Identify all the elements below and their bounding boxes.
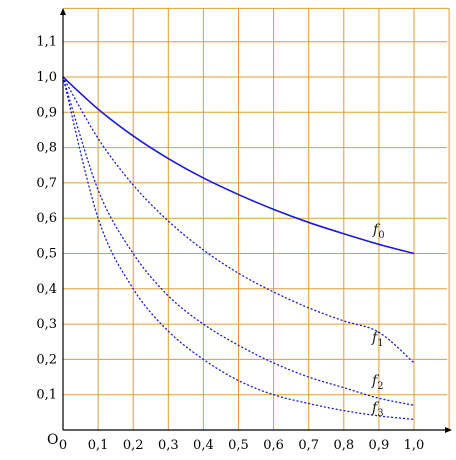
x-tick-label: 0,1 [88,438,109,453]
y-tick-label: 0,9 [36,105,57,120]
curves [62,76,415,421]
x-tick-label: 0,4 [193,438,214,453]
tick-labels: 0 0,1 0,2 0,3 0,4 0,5 0,6 0,7 0,8 0,9 1,0 0,1 0,2 0,3… [36,35,424,453]
curve-f3 [62,76,415,421]
curve-label-f3: f3 [371,400,384,419]
origin-label: O [47,432,58,448]
curve-f0 [62,76,415,255]
y-tick-label: 0,5 [36,247,57,262]
curve-f1 [62,76,415,364]
x-tick-label: 0,5 [228,438,249,453]
y-tick-label: 0,4 [36,282,57,297]
x-axis-arrow [445,427,452,433]
x-tick-label: 0,2 [123,438,144,453]
x-tick-label: 0 [59,438,67,453]
grid [63,7,450,430]
curve-label-f2: f2 [371,373,384,392]
x-tick-label: 0,7 [298,438,319,453]
axes [60,8,452,433]
y-tick-label: 0,3 [36,317,57,332]
y-axis-arrow [60,8,66,15]
x-tick-label: 0,6 [263,438,284,453]
y-tick-label: 0,1 [36,388,57,403]
x-tick-label: 1,0 [404,438,425,453]
y-tick-label: 0,6 [36,211,57,226]
curve-f2 [62,76,415,406]
y-tick-label: 1,1 [36,35,57,50]
y-tick-label: 0,8 [36,141,57,156]
curve-label-f0: f0 [372,222,385,241]
x-tick-label: 0,9 [369,438,390,453]
y-tick-label: 0,2 [36,352,57,367]
y-tick-label: 1,0 [36,70,57,85]
curve-label-f1: f1 [371,330,384,349]
x-tick-label: 0,8 [333,438,354,453]
y-tick-label: 0,7 [36,176,57,191]
x-tick-label: 0,3 [158,438,179,453]
curve-labels: f0 f1 f2 f3 [371,222,385,419]
